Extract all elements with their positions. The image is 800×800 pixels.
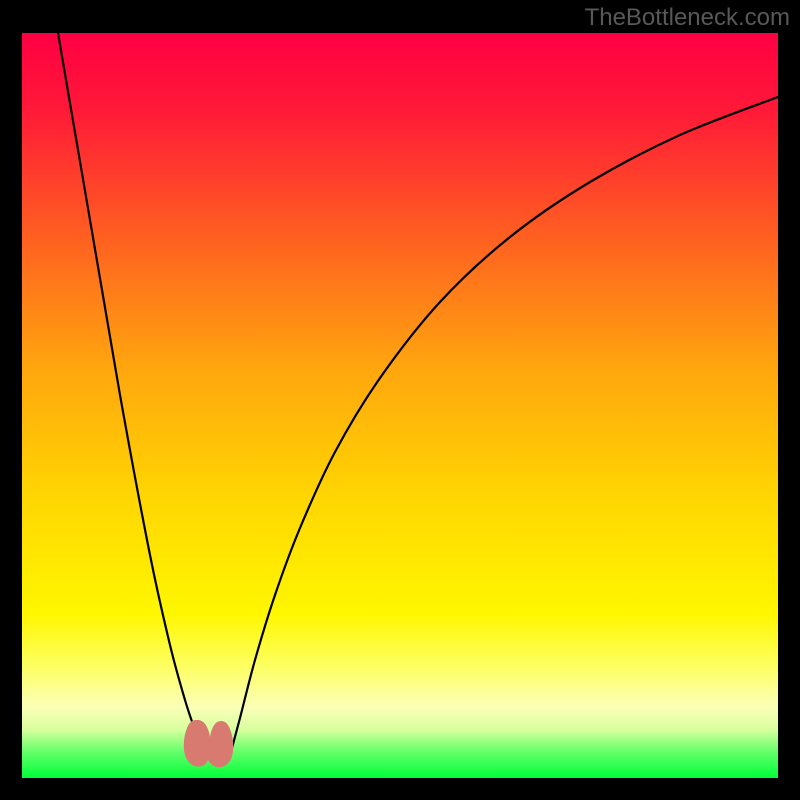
bottleneck-chart	[0, 0, 800, 800]
chart-frame: TheBottleneck.com	[0, 0, 800, 800]
plot-background	[22, 33, 778, 778]
watermark-label: TheBottleneck.com	[585, 4, 790, 32]
plot-border	[778, 0, 800, 800]
plot-border	[0, 0, 22, 800]
plot-border	[0, 778, 800, 800]
